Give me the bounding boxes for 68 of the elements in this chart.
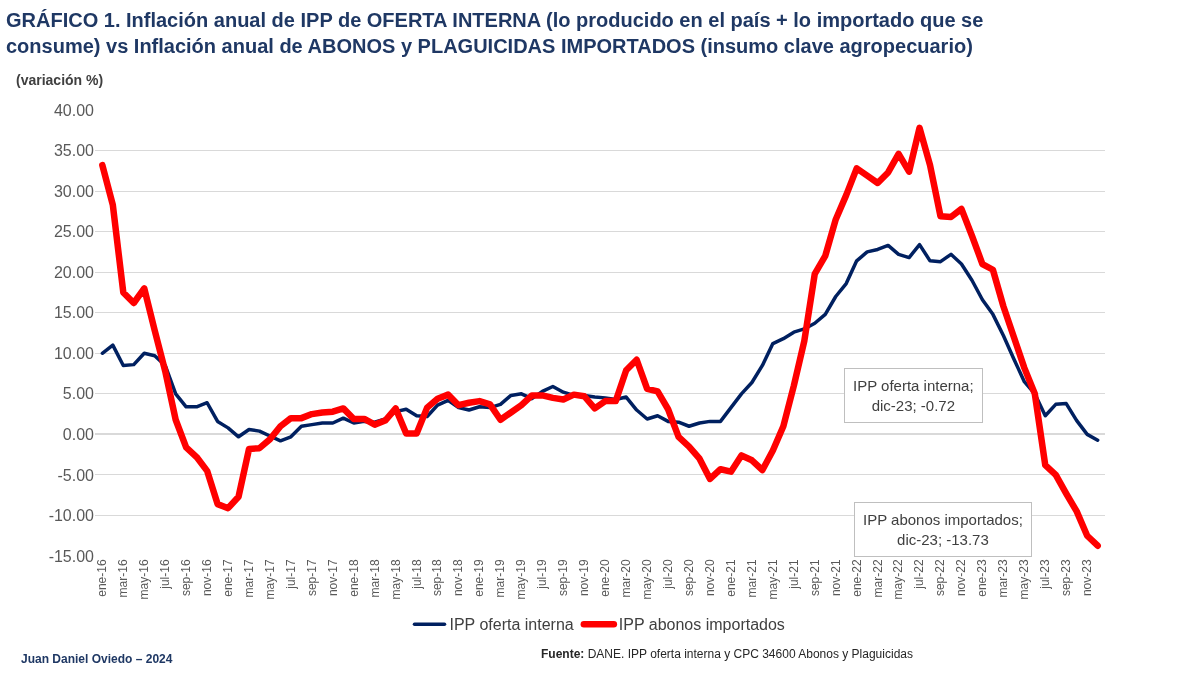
annotation: IPP abonos importados; dic-23; -13.73 [863, 511, 1023, 548]
x-tick-label: nov-20 [702, 559, 717, 597]
x-tick-label: may-21 [765, 559, 780, 600]
x-tick-label: jul-22 [912, 559, 927, 590]
x-tick-label: may-18 [388, 559, 403, 600]
chart-subtitle: (variación %) [16, 72, 104, 88]
x-tick-label: sep-21 [807, 559, 822, 597]
y-tick-label: -5.00 [57, 466, 95, 484]
x-tick-label: sep-23 [1059, 559, 1074, 597]
x-tick-label: jul-18 [409, 559, 424, 590]
x-tick-label: nov-18 [451, 559, 466, 597]
y-tick-label: 25.00 [53, 223, 95, 241]
y-tick-label: 40.00 [53, 101, 95, 119]
x-tick-label: jul-20 [661, 559, 675, 590]
x-tick-label: nov-16 [200, 559, 215, 597]
chart-title: GRÁFICO 1. Inflación anual de IPP de OFERTA INTERNA (lo producido en el país + lo importado que se consume) vs Inflación anual de ABONOS y PLAGUICIDAS IMPORTADOS (insumo clave agropecuario) [6, 8, 984, 57]
legend-label: IPP oferta interna [449, 616, 574, 634]
x-tick-label: mar-23 [996, 559, 1011, 598]
x-tick-label: sep-18 [430, 559, 445, 597]
x-tick-label: ene-22 [849, 559, 864, 597]
x-tick-label: jul-21 [786, 559, 801, 590]
x-tick-label: mar-20 [619, 559, 634, 598]
x-tick-label: nov-21 [828, 559, 843, 597]
x-tick-label: sep-20 [681, 559, 696, 597]
y-tick-label: 5.00 [62, 385, 95, 403]
y-tick-label: 35.00 [53, 142, 95, 160]
x-tick-label: mar-17 [241, 559, 256, 598]
x-tick-label: may-17 [262, 559, 277, 600]
x-tick-label: ene-18 [346, 559, 361, 597]
y-tick-label: -10.00 [48, 507, 95, 525]
text: Juan Daniel Oviedo – 2024 [21, 652, 173, 666]
source-note: Fuente: DANE. IPP oferta interna y CPC 34600 Abonos y Plaguicidas [541, 647, 913, 661]
x-tick-label: may-22 [891, 559, 906, 600]
x-tick-label: ene-21 [723, 559, 738, 597]
y-tick-label: 20.00 [53, 263, 95, 281]
x-tick-label: nov-23 [1080, 559, 1095, 597]
x-tick-label: sep-17 [304, 559, 319, 597]
x-tick-label: mar-22 [870, 559, 885, 598]
x-tick-label: ene-19 [472, 559, 487, 597]
annotation: IPP oferta interna; dic-23; -0.72 [853, 377, 974, 414]
x-tick-label: may-23 [1017, 559, 1032, 600]
x-tick-label: sep-19 [556, 559, 571, 597]
x-tick-label: mar-16 [116, 559, 131, 598]
x-tick-label: mar-19 [493, 559, 508, 598]
legend-label: IPP abonos importados [618, 616, 785, 634]
x-tick-label: mar-21 [744, 559, 759, 598]
y-tick-label: 30.00 [53, 182, 95, 200]
x-tick-label: nov-19 [577, 559, 592, 597]
x-tick-label: sep-22 [933, 559, 948, 597]
y-tick-label: 0.00 [62, 425, 95, 443]
x-tick-label: ene-20 [598, 559, 613, 597]
x-tick-label: jul-23 [1038, 559, 1053, 590]
x-tick-label: ene-23 [975, 559, 990, 597]
x-tick-label: sep-16 [179, 559, 194, 597]
x-tick-label: ene-17 [220, 559, 235, 597]
x-tick-label: may-19 [514, 559, 529, 600]
x-tick-label: mar-18 [367, 559, 382, 598]
y-tick-label: -15.00 [48, 547, 95, 565]
x-tick-label: jul-19 [535, 559, 550, 590]
x-tick-label: jul-16 [158, 559, 173, 590]
x-tick-label: ene-16 [95, 559, 110, 597]
x-tick-label: may-20 [640, 559, 655, 600]
x-tick-label: nov-22 [954, 559, 969, 597]
y-tick-label: 10.00 [53, 344, 95, 362]
x-tick-label: jul-17 [283, 559, 298, 590]
y-tick-label: 15.00 [53, 304, 95, 322]
x-tick-label: nov-17 [325, 559, 340, 597]
x-tick-label: may-16 [137, 559, 152, 600]
